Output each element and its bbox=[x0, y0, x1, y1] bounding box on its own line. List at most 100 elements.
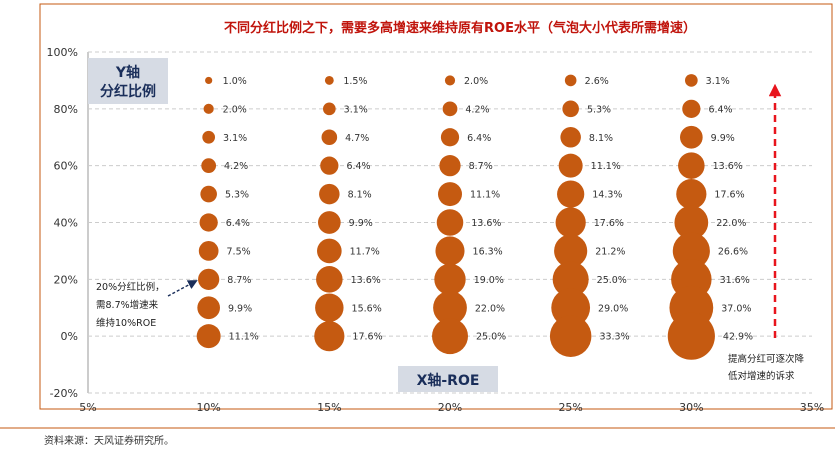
x-tick-label-3: 20% bbox=[438, 401, 462, 414]
bubble-label-roe25-payout70: 8.1% bbox=[589, 133, 613, 144]
outer-border bbox=[39, 3, 833, 410]
bubble-label-roe20-payout90: 2.0% bbox=[464, 76, 488, 87]
bubble-label-roe30-payout40: 22.0% bbox=[716, 218, 746, 229]
bubble-roe10-payout10 bbox=[197, 296, 220, 320]
bubble-label-roe25-payout10: 29.0% bbox=[598, 303, 628, 314]
bubble-label-roe25-payout0: 33.3% bbox=[599, 332, 629, 343]
bubble-roe20-payout70 bbox=[440, 128, 460, 147]
x-axis-box bbox=[398, 366, 498, 392]
bubble-label-roe25-payout60: 11.1% bbox=[591, 161, 621, 172]
y-tick-labels: 100% 80% 60% 40% 20% 0% -20% bbox=[47, 46, 78, 400]
bubble-marks bbox=[196, 74, 715, 360]
bubble-roe20-payout80 bbox=[442, 101, 458, 117]
bubble-roe25-payout30 bbox=[554, 234, 588, 268]
bubble-roe30-payout0 bbox=[667, 312, 715, 360]
bubble-roe15-payout80 bbox=[322, 102, 336, 116]
bubble-roe30-payout80 bbox=[682, 99, 701, 118]
bubble-label-roe25-payout90: 2.6% bbox=[585, 76, 609, 87]
bubble-label-roe30-payout90: 3.1% bbox=[706, 76, 730, 87]
bubble-label-roe10-payout50: 5.3% bbox=[225, 190, 249, 201]
bubble-roe30-payout60 bbox=[678, 152, 705, 179]
bubble-roe15-payout20 bbox=[316, 266, 343, 293]
bubble-label-roe10-payout20: 8.7% bbox=[227, 275, 251, 286]
bubble-roe15-payout10 bbox=[315, 293, 344, 322]
bubble-roe20-payout10 bbox=[433, 290, 467, 325]
bubble-label-roe15-payout30: 11.7% bbox=[350, 246, 380, 257]
bubble-roe25-payout70 bbox=[560, 127, 581, 148]
bubble-label-roe20-payout50: 11.1% bbox=[470, 190, 500, 201]
bubble-roe20-payout90 bbox=[444, 75, 456, 86]
x-tick-label-6: 35% bbox=[800, 401, 824, 414]
x-tick-label-0: 5% bbox=[79, 401, 96, 414]
y-tick-label-4: 20% bbox=[54, 273, 78, 286]
bubble-roe30-payout30 bbox=[672, 232, 710, 270]
bubble-roe15-payout0 bbox=[314, 321, 345, 352]
bubble-roe25-payout0 bbox=[549, 315, 592, 357]
bubble-label-roe30-payout80: 6.4% bbox=[708, 104, 732, 115]
source-note: 资料来源：天风证券研究所。 bbox=[44, 434, 174, 447]
chart-title: 不同分红比例之下，需要多高增速来维持原有ROE水平（气泡大小代表所需增速） bbox=[224, 20, 696, 36]
bubble-label-roe20-payout80: 4.2% bbox=[465, 104, 489, 115]
bubble-label-roe25-payout80: 5.3% bbox=[587, 104, 611, 115]
bubble-roe25-payout40 bbox=[555, 207, 586, 238]
bubble-label-roe15-payout10: 15.6% bbox=[352, 303, 382, 314]
bubble-labels: 1.0% 2.0% 3.1% 4.2% 5.3% 6.4% 7.5% 8.7% 9.9% 11.1… bbox=[223, 76, 753, 343]
bubble-label-roe10-payout80: 2.0% bbox=[223, 104, 247, 115]
bubble-label-roe25-payout50: 14.3% bbox=[592, 190, 622, 201]
bubble-label-roe10-payout70: 3.1% bbox=[223, 133, 247, 144]
y-axis-box-line1: Y轴 bbox=[115, 64, 140, 81]
bubble-roe10-payout50 bbox=[200, 185, 217, 203]
bubble-roe20-payout30 bbox=[435, 236, 465, 266]
bubble-roe15-payout30 bbox=[317, 238, 342, 264]
bubble-roe20-payout60 bbox=[439, 155, 461, 177]
bubble-label-roe20-payout20: 19.0% bbox=[474, 275, 504, 286]
y-tick-label-3: 40% bbox=[54, 217, 78, 230]
bubble-roe10-payout60 bbox=[201, 158, 217, 174]
y-axis-box-line2: 分红比例 bbox=[100, 83, 156, 100]
bubble-roe25-payout60 bbox=[558, 153, 583, 178]
bubble-roe25-payout50 bbox=[557, 180, 585, 208]
y-tick-label-6: -20% bbox=[50, 387, 78, 400]
x-tick-labels: 5% 10% 15% 20% 25% 30% 35% bbox=[79, 401, 824, 414]
bubble-label-roe25-payout30: 21.2% bbox=[595, 246, 625, 257]
bubble-roe25-payout90 bbox=[564, 74, 577, 87]
x-tick-label-4: 25% bbox=[558, 401, 582, 414]
bubble-roe15-payout90 bbox=[324, 76, 334, 85]
bubble-roe30-payout50 bbox=[676, 178, 707, 210]
bubble-roe30-payout90 bbox=[684, 74, 698, 87]
bubble-label-roe30-payout70: 9.9% bbox=[711, 133, 735, 144]
bubble-label-roe25-payout20: 25.0% bbox=[597, 275, 627, 286]
y-tick-label-1: 80% bbox=[54, 103, 78, 116]
bubble-roe10-payout80 bbox=[203, 103, 214, 114]
bubble-label-roe15-payout40: 9.9% bbox=[349, 218, 373, 229]
annotation-left-line3: 维持10%ROE bbox=[96, 317, 156, 329]
bubble-label-roe15-payout90: 1.5% bbox=[343, 76, 367, 87]
annotation-left-line2: 需8.7%增速来 bbox=[96, 299, 159, 311]
bubble-label-roe10-payout10: 9.9% bbox=[228, 303, 252, 314]
bubble-label-roe15-payout80: 3.1% bbox=[344, 104, 368, 115]
bubble-roe10-payout30 bbox=[198, 241, 219, 261]
bubble-label-roe30-payout30: 26.6% bbox=[718, 246, 748, 257]
bubble-label-roe15-payout60: 6.4% bbox=[346, 161, 370, 172]
annotation-right-line1: 提高分红可逐次降 bbox=[728, 353, 805, 365]
bubble-label-roe15-payout50: 8.1% bbox=[348, 190, 372, 201]
bubble-roe25-payout80 bbox=[562, 100, 579, 118]
x-tick-label-5: 30% bbox=[679, 401, 703, 414]
bubble-label-roe20-payout70: 6.4% bbox=[467, 133, 491, 144]
bubble-label-roe20-payout30: 16.3% bbox=[473, 246, 503, 257]
x-tick-label-1: 10% bbox=[196, 401, 220, 414]
bubble-roe10-payout20 bbox=[198, 268, 220, 290]
bubble-label-roe20-payout60: 8.7% bbox=[469, 161, 493, 172]
bubble-roe20-payout50 bbox=[438, 182, 462, 207]
bubble-label-roe15-payout20: 13.6% bbox=[351, 275, 381, 286]
bubble-roe20-payout0 bbox=[432, 318, 468, 355]
bubble-label-roe30-payout50: 17.6% bbox=[714, 190, 744, 201]
bubble-label-roe10-payout60: 4.2% bbox=[224, 161, 248, 172]
bubble-roe15-payout70 bbox=[321, 129, 338, 146]
bubble-roe10-payout90 bbox=[205, 76, 213, 85]
bubble-label-roe30-payout60: 13.6% bbox=[713, 161, 743, 172]
bubble-roe15-payout60 bbox=[320, 156, 339, 175]
bubble-roe25-payout20 bbox=[552, 261, 589, 298]
